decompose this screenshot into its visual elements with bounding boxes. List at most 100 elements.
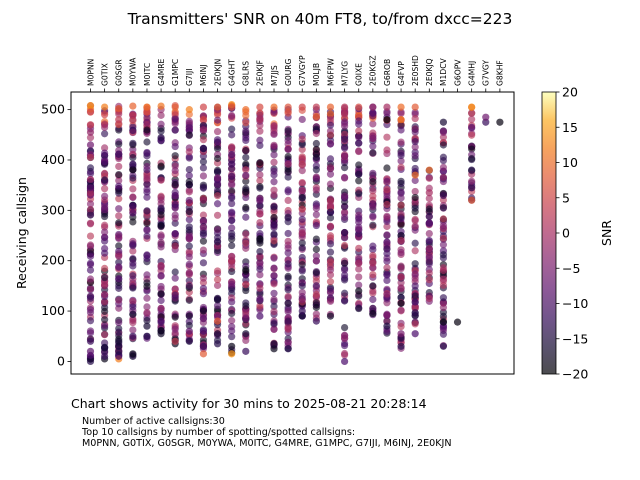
- data-point: [185, 196, 193, 204]
- data-point: [228, 187, 236, 195]
- data-point: [369, 282, 377, 290]
- x-tick-label: G0SGR: [115, 59, 124, 86]
- data-point: [298, 115, 306, 124]
- data-point: [383, 291, 391, 299]
- data-point: [270, 223, 278, 232]
- y-axis-label: Receiving callsign: [14, 177, 29, 289]
- data-point: [270, 208, 278, 216]
- data-point: [312, 268, 320, 277]
- data-point: [213, 168, 222, 176]
- data-point: [115, 234, 123, 243]
- data-point: [270, 340, 278, 348]
- data-point: [439, 128, 448, 137]
- data-point: [383, 133, 391, 141]
- data-point: [270, 302, 278, 310]
- data-point: [143, 294, 151, 302]
- data-point: [284, 186, 292, 194]
- data-point: [129, 242, 137, 250]
- data-point: [256, 271, 264, 279]
- data-point: [326, 164, 335, 172]
- data-point: [355, 292, 363, 300]
- data-point: [185, 215, 193, 224]
- data-point: [213, 174, 222, 182]
- data-point: [157, 272, 165, 280]
- data-point: [157, 243, 165, 251]
- data-point: [298, 178, 306, 187]
- data-point: [369, 221, 377, 229]
- data-point: [228, 103, 236, 111]
- data-point: [86, 108, 95, 116]
- data-point: [101, 274, 109, 282]
- data-point: [143, 282, 151, 290]
- colorbar-tick-label: 0: [562, 226, 570, 241]
- data-point: [439, 312, 448, 320]
- data-point: [157, 222, 165, 230]
- data-point: [86, 200, 95, 208]
- data-point: [115, 170, 123, 179]
- data-point: [468, 196, 476, 204]
- data-point: [101, 169, 109, 177]
- data-point: [185, 172, 193, 180]
- data-point: [383, 231, 391, 239]
- top-callsigns-list: M0PNN, G0TIX, G0SGR, M0YWA, M0ITC, G4MRE…: [82, 438, 452, 449]
- data-point: [213, 296, 222, 304]
- data-point: [369, 287, 377, 295]
- data-point: [101, 331, 109, 339]
- data-point: [157, 162, 165, 170]
- data-point: [425, 174, 433, 182]
- data-point: [312, 257, 320, 265]
- data-point: [157, 233, 165, 241]
- data-point: [242, 265, 250, 274]
- data-point: [284, 229, 292, 238]
- data-point: [242, 244, 250, 252]
- data-point: [143, 175, 151, 183]
- data-point: [355, 287, 363, 295]
- data-point: [185, 296, 193, 304]
- data-point: [312, 153, 320, 162]
- data-point: [242, 347, 250, 355]
- data-point: [86, 189, 95, 197]
- data-point: [228, 317, 236, 325]
- data-point: [284, 317, 292, 325]
- data-point: [284, 260, 292, 268]
- data-point: [115, 328, 123, 336]
- x-tick-label: M6INJ: [199, 64, 208, 86]
- data-point: [86, 285, 95, 293]
- data-point: [199, 136, 208, 144]
- data-point: [115, 284, 123, 292]
- data-point: [143, 322, 151, 330]
- data-point: [129, 218, 137, 226]
- x-tick-label: M6FPW: [326, 58, 335, 86]
- data-point: [228, 280, 236, 288]
- data-point: [242, 160, 250, 168]
- data-point: [397, 215, 405, 223]
- data-point: [199, 158, 208, 166]
- data-point: [185, 253, 193, 261]
- colorbar-label: SNR: [599, 220, 614, 246]
- data-point: [242, 314, 250, 323]
- data-point: [326, 258, 335, 266]
- data-point: [242, 193, 250, 202]
- data-point: [284, 218, 292, 226]
- data-point: [256, 312, 264, 320]
- data-point: [143, 185, 151, 194]
- data-point: [185, 321, 193, 330]
- data-point: [341, 152, 349, 160]
- data-point: [397, 103, 405, 111]
- data-point: [397, 157, 405, 165]
- data-point: [86, 294, 95, 302]
- data-point: [355, 161, 363, 169]
- data-point: [143, 226, 151, 234]
- data-point: [157, 120, 165, 128]
- data-point: [213, 154, 222, 163]
- data-point: [115, 263, 123, 271]
- data-point: [312, 235, 320, 243]
- x-tick-label: G1MPC: [171, 59, 180, 86]
- data-point: [383, 264, 391, 272]
- data-point: [496, 118, 504, 126]
- data-point: [129, 102, 137, 110]
- data-point: [312, 252, 320, 260]
- data-point: [312, 112, 320, 121]
- x-tick-label: M7JJS: [270, 65, 279, 86]
- data-point: [185, 242, 193, 250]
